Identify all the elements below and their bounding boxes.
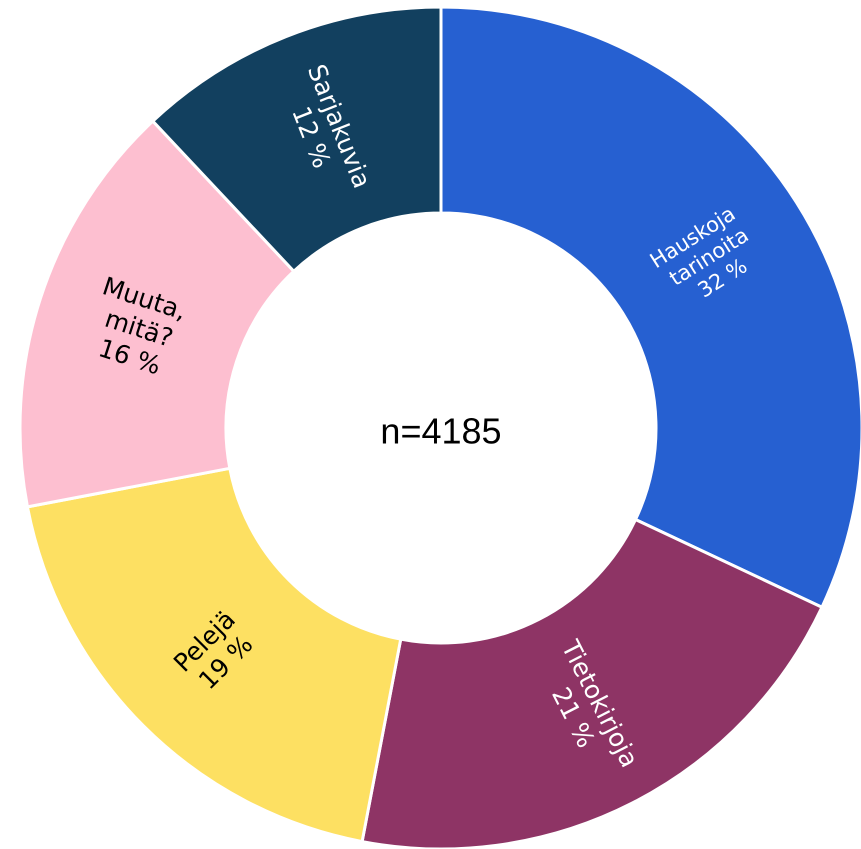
slice [25, 466, 403, 844]
center-label: n=4185 [380, 411, 501, 452]
slice [18, 118, 296, 509]
slice [360, 517, 824, 849]
slice [439, 5, 861, 610]
slice [150, 5, 443, 274]
